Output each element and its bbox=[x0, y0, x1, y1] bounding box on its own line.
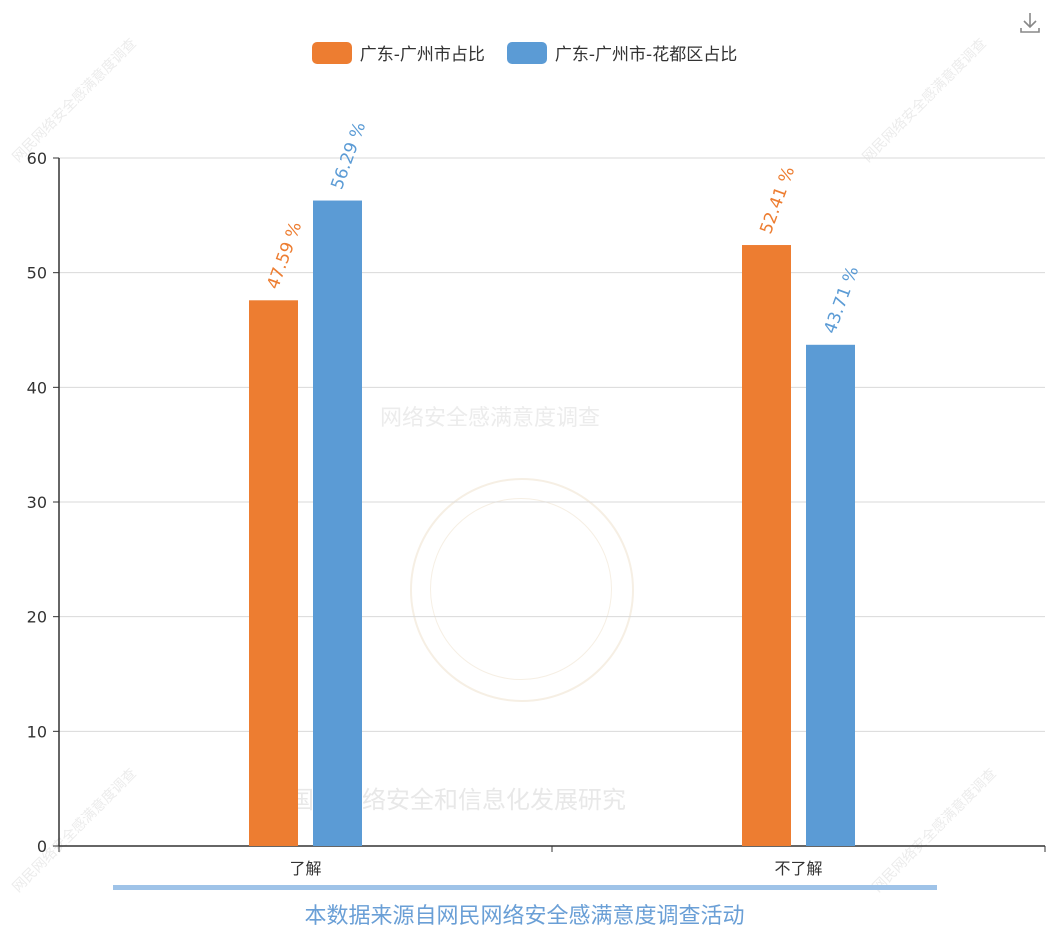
legend-item-huadu[interactable]: 广东-广州市-花都区占比 bbox=[506, 40, 738, 65]
y-tick-label: 30 bbox=[27, 493, 47, 512]
watermark-seal bbox=[410, 478, 634, 702]
source-text: 本数据来源自网民网络安全感满意度调查活动 bbox=[304, 904, 745, 929]
y-tick-label: 40 bbox=[27, 378, 47, 397]
legend-item-guangzhou[interactable]: 广东-广州市占比 bbox=[311, 40, 485, 65]
chart-legend: 广东-广州市占比 广东-广州市-花都区占比 bbox=[0, 40, 1049, 65]
legend-label: 广东-广州市-花都区占比 bbox=[554, 45, 738, 65]
y-tick-label: 20 bbox=[27, 608, 47, 627]
bar bbox=[806, 344, 855, 846]
legend-label: 广东-广州市占比 bbox=[359, 45, 485, 65]
x-tick-label: 不了解 bbox=[774, 859, 822, 878]
source-divider bbox=[113, 885, 937, 890]
watermark-center-text: 网络安全感满意度调查 bbox=[380, 406, 601, 431]
data-label: 47.59 % bbox=[263, 219, 306, 292]
y-tick-label: 50 bbox=[27, 264, 47, 283]
data-label: 56.29 % bbox=[327, 119, 370, 192]
y-tick-label: 0 bbox=[37, 837, 47, 856]
bar bbox=[313, 200, 362, 847]
x-tick-label: 了解 bbox=[289, 859, 321, 878]
y-tick-label: 60 bbox=[27, 149, 47, 168]
y-tick-label: 10 bbox=[27, 722, 47, 741]
legend-swatch bbox=[311, 41, 352, 64]
bar bbox=[249, 300, 298, 846]
data-label: 52.41 % bbox=[756, 164, 799, 237]
legend-swatch bbox=[506, 41, 547, 64]
download-icon[interactable] bbox=[1017, 10, 1043, 36]
bar bbox=[742, 245, 791, 847]
data-label: 43.71 % bbox=[820, 264, 863, 337]
